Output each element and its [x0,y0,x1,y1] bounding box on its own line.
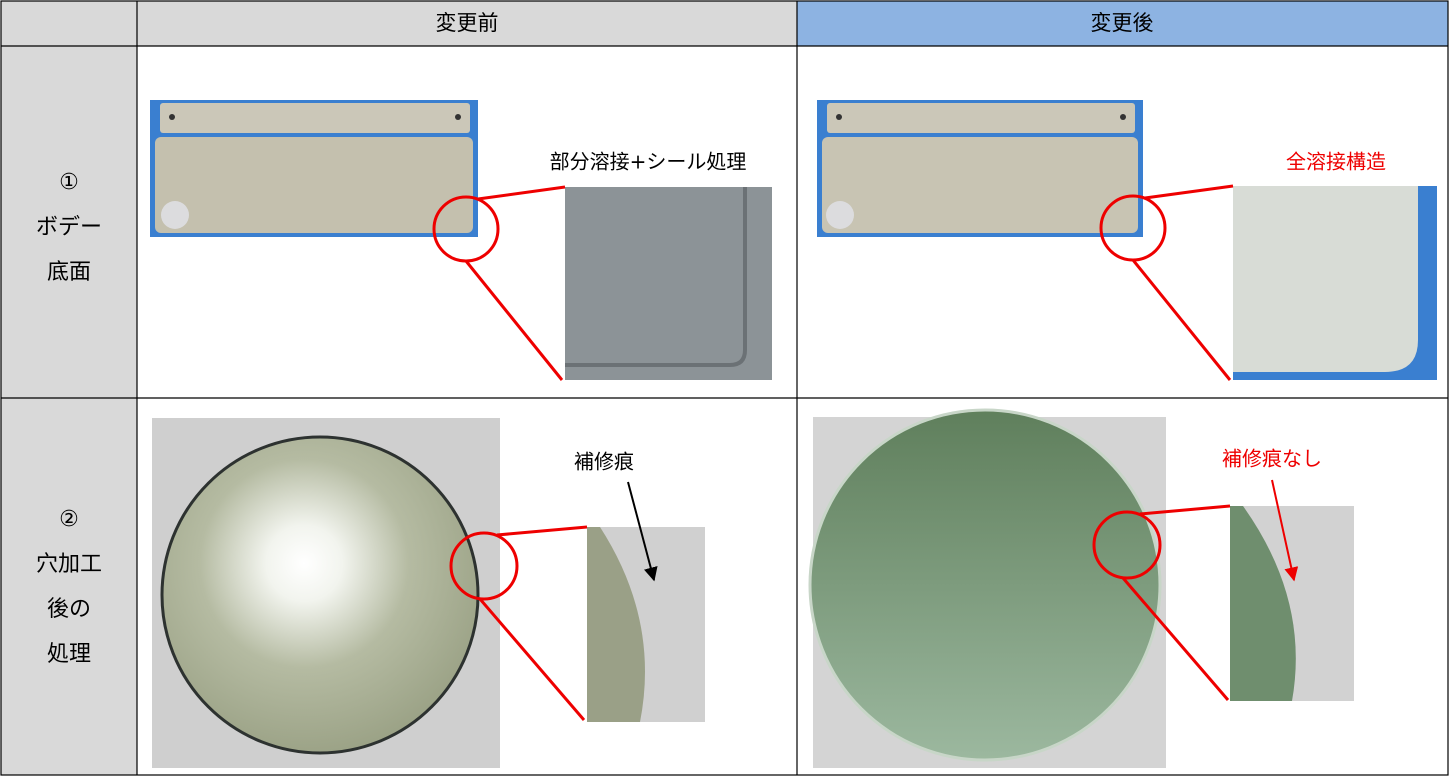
body-photo [150,100,478,237]
body-photo [817,100,1143,237]
row-label: ② [59,507,79,532]
hole [160,435,480,755]
zoom-detail [565,187,747,367]
column-header: 変更前 [436,11,499,35]
hole [808,408,1162,762]
row-label: 後の [47,597,91,622]
arrow [627,481,658,582]
column-header: 変更後 [1091,11,1154,35]
zoom-line [464,260,564,381]
zoom-line [1131,259,1232,381]
annotation: 全溶接構造 [1286,150,1386,174]
row-label: ボデー [36,215,102,240]
header-cell [797,1,1448,46]
zoom-line [496,525,588,537]
annotation: 部分溶接+シール処理 [550,150,747,174]
row-label: 穴加工 [36,552,102,577]
zoom-line [478,598,586,721]
magnifier [449,531,519,601]
zoom-detail [1233,186,1418,372]
row-header-column [1,46,137,775]
annotation: 補修痕 [574,450,634,474]
header-cell [137,1,797,46]
row-label: 底面 [47,260,91,285]
annotation: 補修痕なし [1222,447,1322,471]
zoom-line [477,185,566,201]
zoom-line [1121,577,1230,701]
zoom-line [1139,504,1231,516]
corner-cell [1,1,137,46]
magnifier [1092,510,1162,580]
zoom-detail [587,527,645,722]
arrow [1271,479,1299,582]
zoom-photo [565,187,772,380]
row-label: ① [59,170,79,195]
zoom-line [1144,184,1234,200]
row-label: 処理 [47,642,91,667]
zoom-detail [1230,506,1296,701]
